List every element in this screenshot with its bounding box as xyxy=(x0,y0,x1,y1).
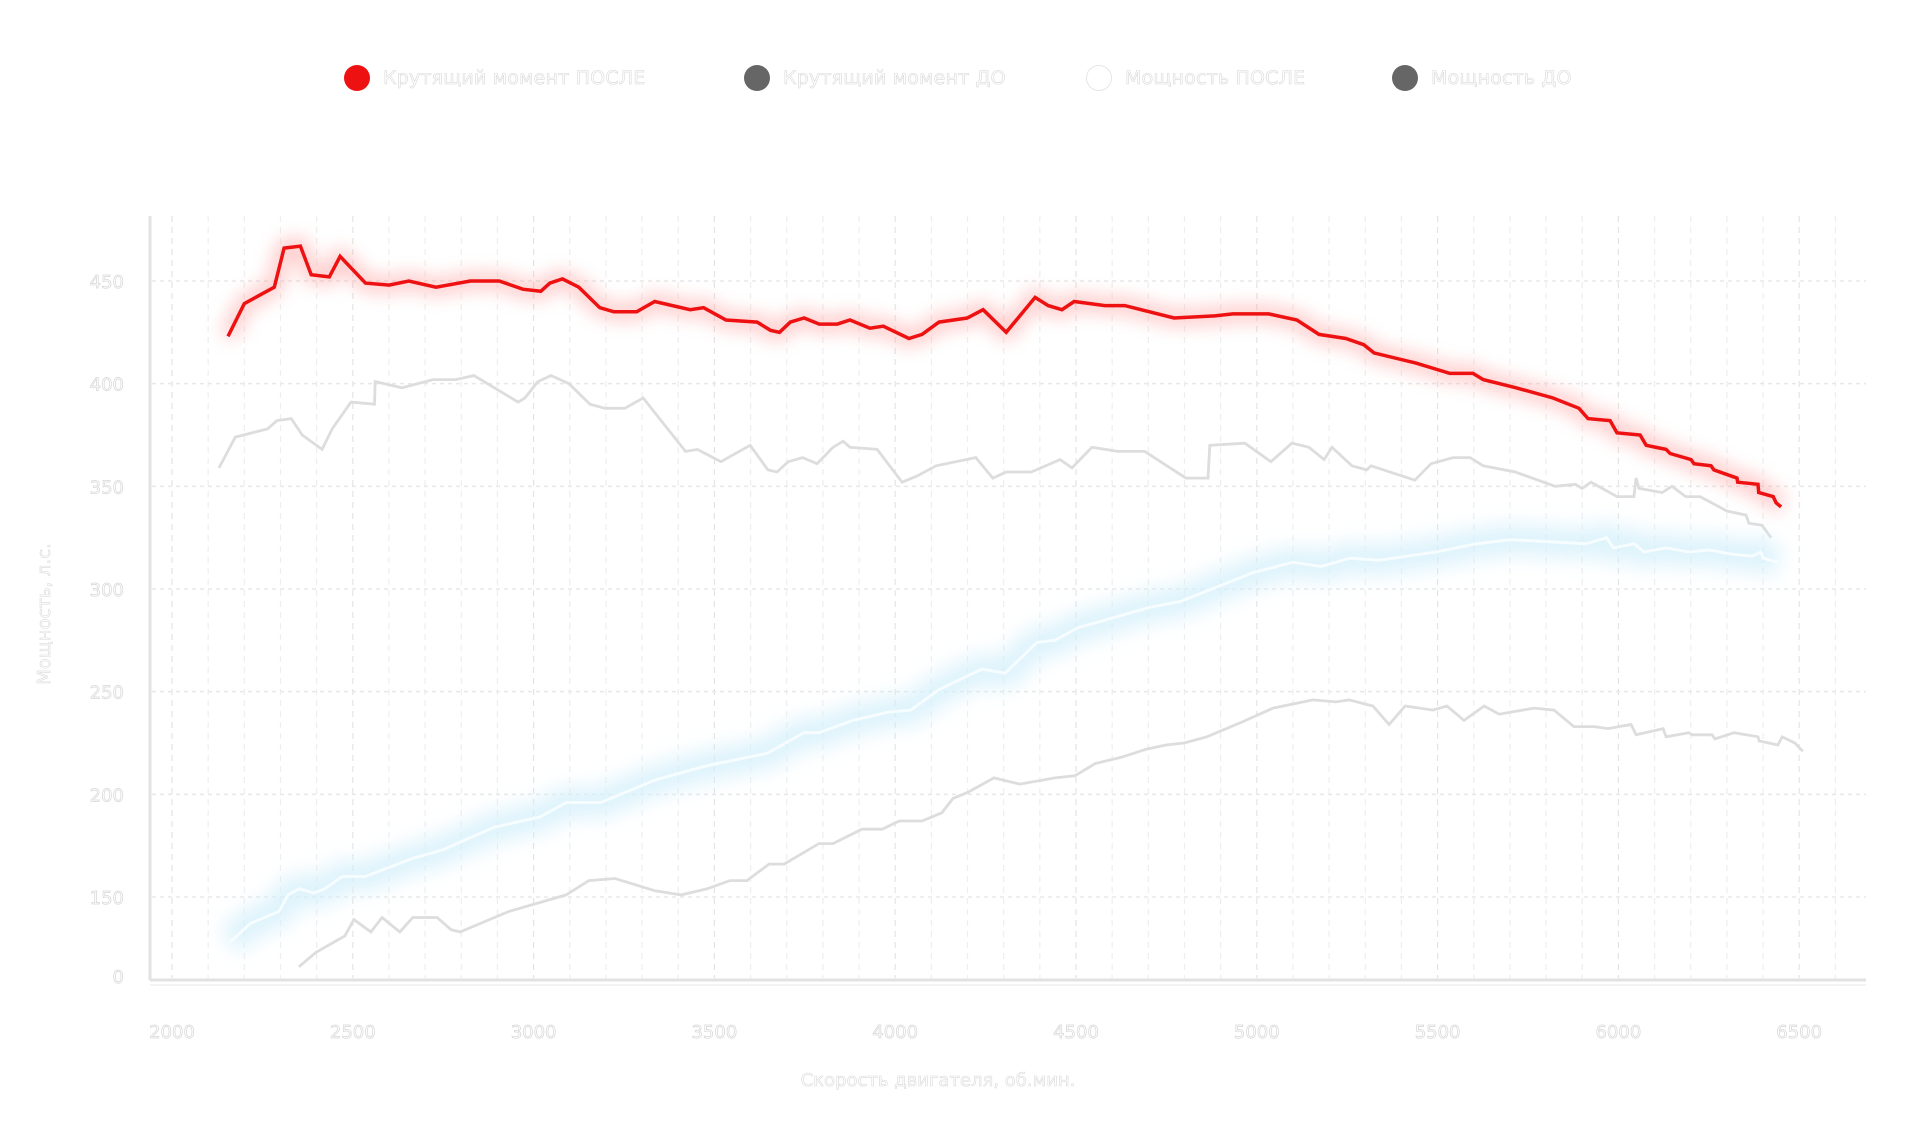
y-axis-title: Мощность, л.с. xyxy=(34,543,55,685)
series-power-after-line xyxy=(228,536,1779,944)
x-tick-label: 5500 xyxy=(1415,1022,1461,1043)
x-tick-label: 2500 xyxy=(330,1022,376,1043)
series-torque-after-line xyxy=(226,244,1783,509)
series-torque-before-line xyxy=(217,373,1773,539)
x-tick-label: 3500 xyxy=(691,1022,737,1043)
y-tick-label: 250 xyxy=(90,683,124,704)
legend-label: Мощность ПОСЛЕ xyxy=(1125,67,1306,90)
x-tick-label: 6500 xyxy=(1776,1022,1822,1043)
y-tick-label: 150 xyxy=(90,888,124,909)
series-group xyxy=(217,238,1804,968)
series-torque-after-glow xyxy=(220,238,1787,514)
x-tick-label: 4000 xyxy=(872,1022,918,1043)
y-tick-label: 400 xyxy=(90,375,124,396)
legend-marker-power-before xyxy=(1392,65,1418,91)
chart-legend: Крутящий момент ПОСЛЕ Крутящий момент ДО… xyxy=(0,58,1920,98)
x-tick-label: 3000 xyxy=(511,1022,557,1043)
grid xyxy=(152,216,1866,978)
x-axis-title: Скорость двигателя, об.мин. xyxy=(801,1070,1076,1091)
x-tick-label: 4500 xyxy=(1053,1022,1099,1043)
legend-item-torque-before[interactable]: Крутящий момент ДО xyxy=(744,58,1006,98)
x-tick-label: 5000 xyxy=(1234,1022,1280,1043)
y-tick-label: 350 xyxy=(90,477,124,498)
legend-label: Крутящий момент ДО xyxy=(783,67,1006,90)
y-tick-label: 200 xyxy=(90,785,124,806)
legend-label: Мощность ДО xyxy=(1431,67,1572,90)
y-tick-label: 0 xyxy=(113,967,124,988)
legend-item-power-before[interactable]: Мощность ДО xyxy=(1392,58,1572,98)
legend-item-power-after[interactable]: Мощность ПОСЛЕ xyxy=(1086,58,1305,98)
y-tick-label: 300 xyxy=(90,580,124,601)
legend-item-torque-after[interactable]: Крутящий момент ПОСЛЕ xyxy=(344,58,646,98)
series-power-before-line xyxy=(297,698,1804,968)
legend-marker-torque-after xyxy=(344,65,370,91)
y-tick-label: 450 xyxy=(90,272,124,293)
axes xyxy=(148,216,1866,986)
x-tick-label: 6000 xyxy=(1595,1022,1641,1043)
legend-label: Крутящий момент ПОСЛЕ xyxy=(383,67,646,90)
legend-marker-power-after xyxy=(1086,65,1112,91)
legend-marker-torque-before xyxy=(744,65,770,91)
x-tick-label: 2000 xyxy=(149,1022,195,1043)
